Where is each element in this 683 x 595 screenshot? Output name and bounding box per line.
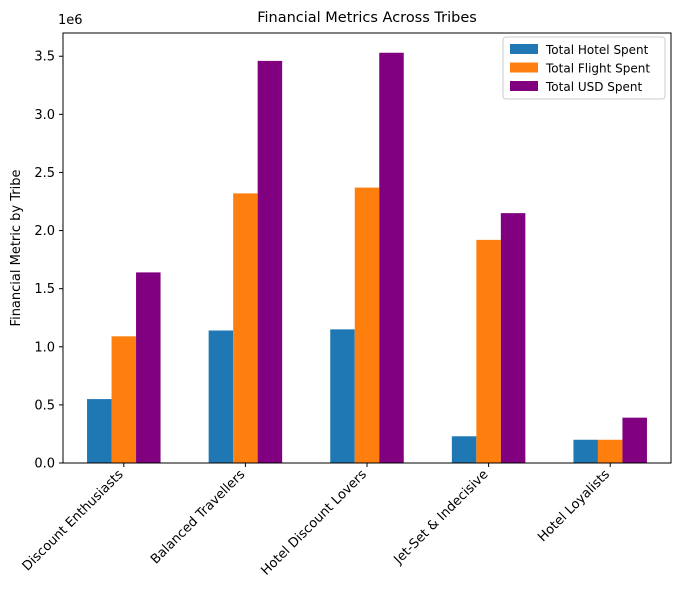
x-tick-label: Hotel Discount Lovers — [258, 467, 370, 579]
legend-swatch — [510, 44, 538, 54]
y-tick-label: 0.5 — [34, 398, 55, 413]
y-offset-label: 1e6 — [58, 13, 83, 28]
bar-3-1 — [136, 272, 161, 463]
bar-3-3 — [379, 52, 404, 464]
legend: Total Hotel Spent Total Flight Spent Total… — [502, 36, 666, 100]
x-tick-label: Jet-Set & Indecisive — [391, 467, 492, 568]
y-tick-label: 3.5 — [34, 50, 55, 65]
bar-2-1 — [111, 336, 137, 463]
legend-swatch — [510, 81, 538, 91]
x-tick-label: Hotel Loyalists — [535, 467, 613, 545]
bars-group — [87, 52, 647, 464]
x-tick-label: Discount Enthusiasts — [20, 467, 127, 574]
plot-frame — [62, 32, 672, 464]
y-axis-label: Financial Metric by Tribe — [9, 170, 24, 327]
x-tick-label: Balanced Travellers — [148, 467, 248, 567]
bar-1-2 — [208, 330, 234, 463]
legend-label: Total Flight Spent — [545, 62, 650, 76]
bar-3-2 — [257, 60, 283, 463]
legend-label: Total USD Spent — [545, 80, 643, 94]
bar-2-3 — [354, 187, 380, 463]
legend-label: Total Hotel Spent — [545, 43, 649, 57]
bar-2-5 — [597, 439, 623, 463]
x-axis: Discount Enthusiasts Balanced Travellers H… — [20, 463, 613, 579]
bar-3-5 — [622, 417, 647, 463]
bar-1-1 — [87, 399, 112, 463]
legend-box — [502, 36, 666, 100]
bar-2-2 — [233, 193, 258, 464]
y-tick-label: 0.0 — [34, 457, 55, 472]
bar-1-4 — [451, 436, 477, 463]
bar-1-3 — [330, 329, 355, 463]
bar-2-4 — [476, 239, 501, 463]
bar-1-5 — [573, 439, 598, 463]
y-tick-label: 1.5 — [34, 282, 55, 297]
y-tick-label: 3.0 — [34, 108, 55, 123]
legend-swatch — [510, 62, 538, 73]
chart-title: Financial Metrics Across Tribes — [257, 10, 477, 26]
y-tick-label: 2.5 — [34, 166, 55, 181]
y-tick-label: 1.0 — [34, 340, 55, 355]
y-axis: 0.0 0.5 1.0 1.5 2.0 2.5 3.0 3.5 — [34, 50, 63, 472]
bar-3-4 — [500, 213, 526, 463]
y-tick-label: 2.0 — [34, 224, 55, 239]
